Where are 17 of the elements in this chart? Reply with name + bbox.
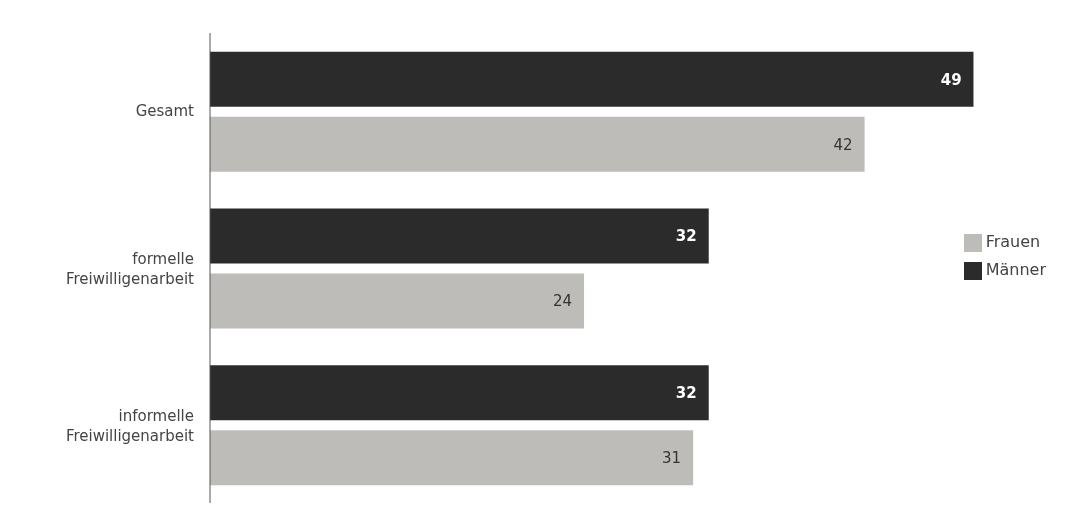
bar bbox=[210, 51, 974, 107]
bar bbox=[210, 430, 694, 486]
data-label: 31 bbox=[662, 448, 682, 467]
data-label: 32 bbox=[675, 227, 697, 246]
y-tick-label: formelle Freiwilligenarbeit bbox=[65, 250, 195, 288]
legend-label: Männer bbox=[985, 260, 1046, 279]
bar bbox=[210, 365, 709, 421]
legend-label: Frauen bbox=[985, 232, 1041, 251]
data-label: 42 bbox=[833, 135, 853, 154]
data-label: 32 bbox=[675, 383, 697, 402]
y-tick-label: informelle Freiwilligenarbeit bbox=[65, 406, 195, 445]
bar bbox=[210, 208, 709, 264]
bar bbox=[210, 116, 865, 172]
data-label: 49 bbox=[940, 70, 962, 89]
y-tick-label: Gesamt bbox=[135, 102, 195, 121]
bar bbox=[210, 273, 585, 329]
data-label: 24 bbox=[552, 292, 573, 311]
